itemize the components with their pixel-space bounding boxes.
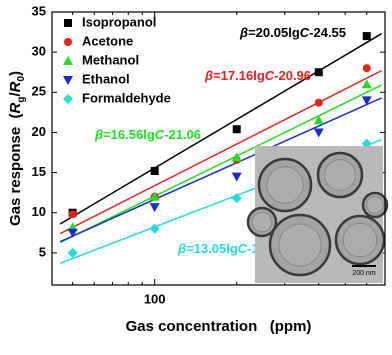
- point: [315, 99, 323, 107]
- point: [151, 167, 159, 175]
- y-axis-label-part: R: [7, 81, 24, 92]
- legend-label: Acetone: [82, 33, 133, 48]
- point: [314, 128, 324, 137]
- point: [233, 125, 241, 133]
- inset-image: 200 nm: [248, 146, 387, 283]
- point: [150, 203, 160, 212]
- fit-equation-part: =17.16lg: [213, 68, 265, 83]
- inset-sphere-core: [343, 223, 377, 257]
- fit-equation-part: =20.05lg: [248, 25, 300, 40]
- point: [315, 68, 323, 76]
- legend-label: Methanol: [82, 52, 139, 67]
- fit-equation: β=16.56lgC-21.06: [94, 127, 201, 142]
- fit-equation-part: β: [204, 68, 213, 83]
- y-tick-label: 5: [39, 244, 46, 259]
- legend-marker: [64, 38, 72, 46]
- fit-equation-part: β: [239, 25, 248, 40]
- chart: 5 10 15 20 25 30 35 100 Gas concentration (ppm) G…: [0, 0, 392, 350]
- fit-equation: β=13.05lgC-17: [177, 241, 266, 256]
- inset-sphere-core: [325, 160, 356, 191]
- point: [232, 173, 242, 182]
- point: [363, 32, 371, 40]
- point: [363, 64, 371, 72]
- point: [362, 96, 372, 105]
- inset-sphere-core: [267, 167, 303, 203]
- fit-equation-part: =16.56lg: [103, 127, 155, 142]
- fit-equation-part: -24.55: [309, 25, 346, 40]
- legend-marker: [63, 76, 73, 85]
- fit-equation: β=17.16lgC-20.96: [204, 68, 311, 83]
- fit-equation-part: -20.96: [274, 68, 311, 83]
- point: [69, 210, 77, 218]
- y-tick-label: 35: [32, 3, 46, 18]
- fit-equation-part: β: [94, 127, 103, 142]
- legend-label: Ethanol: [82, 71, 130, 86]
- legend-marker: [63, 94, 73, 104]
- y-axis-label-part: ): [7, 71, 24, 76]
- inset-sphere-core: [279, 224, 321, 266]
- fit-equation: β=20.05lgC-24.55: [239, 25, 346, 40]
- legend-marker: [63, 56, 73, 65]
- legend-label: Isopropanol: [82, 14, 156, 29]
- y-axis-label: Gas response (Rg/R0): [7, 71, 27, 226]
- y-axis-label-part: Gas response (: [7, 113, 24, 226]
- y-axis-label-part: R: [7, 102, 24, 113]
- legend-marker: [64, 19, 72, 27]
- inset-sphere-core: [252, 212, 272, 232]
- y-tick-label: 10: [32, 204, 46, 219]
- inset-sphere-core: [367, 197, 384, 214]
- x-tick-label: 100: [144, 291, 166, 306]
- inset-scale-label: 200 nm: [352, 270, 376, 277]
- y-tick-label: 30: [32, 44, 46, 59]
- fit-equation-part: β: [177, 241, 186, 256]
- fit-equation-part: -21.06: [164, 127, 201, 142]
- fit-equation-part: =13.05lg: [186, 241, 238, 256]
- legend-label: Formaldehyde: [82, 90, 171, 105]
- y-tick-label: 25: [32, 84, 46, 99]
- point: [68, 229, 78, 238]
- x-axis-label: Gas concentration (ppm): [126, 318, 312, 335]
- y-tick-label: 20: [32, 124, 46, 139]
- y-tick-label: 15: [32, 164, 46, 179]
